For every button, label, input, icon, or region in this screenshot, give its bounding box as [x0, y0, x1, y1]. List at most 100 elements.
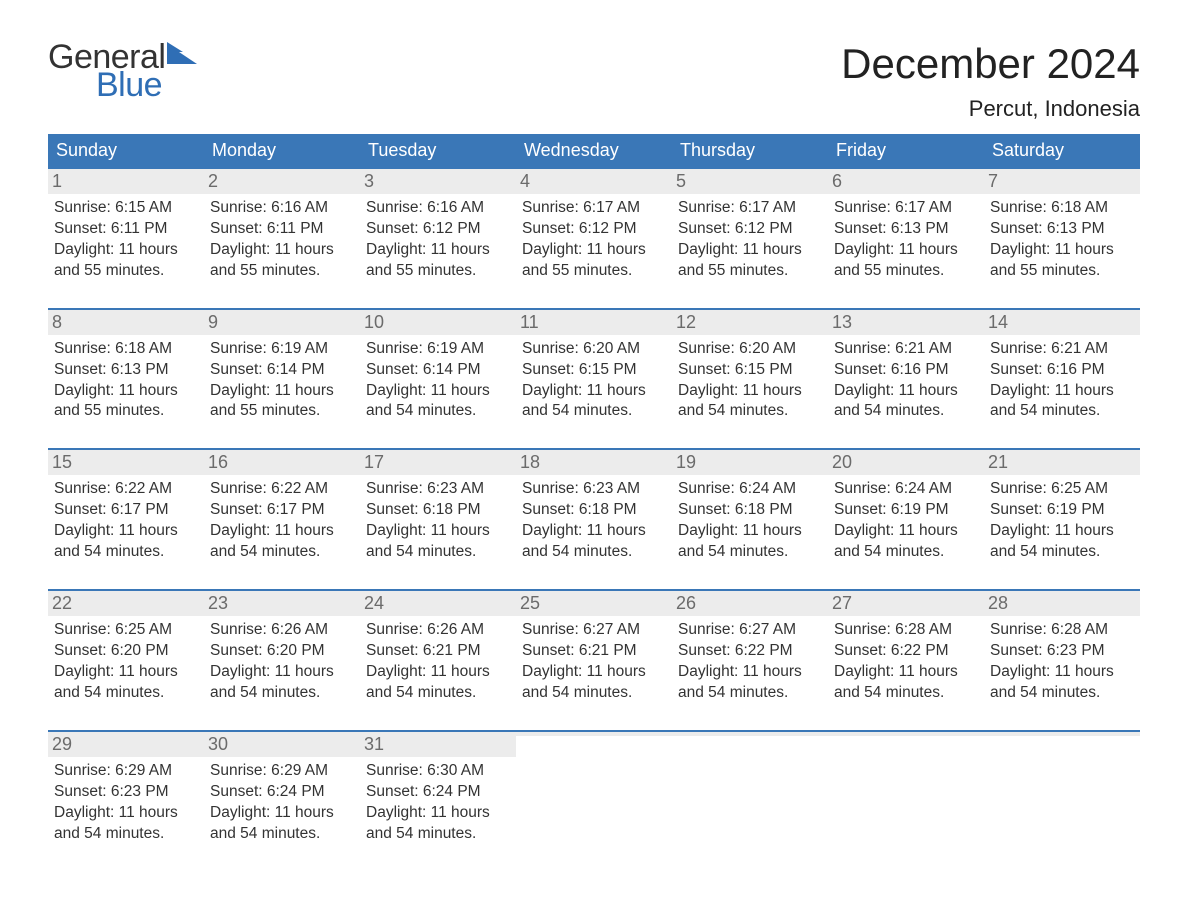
sunrise-text: Sunrise: 6:18 AM — [54, 339, 198, 360]
calendar-day-cell: 4Sunrise: 6:17 AMSunset: 6:12 PMDaylight… — [516, 169, 672, 294]
day-number — [672, 732, 828, 736]
calendar-day-cell: 24Sunrise: 6:26 AMSunset: 6:21 PMDayligh… — [360, 591, 516, 716]
sunset-text: Sunset: 6:18 PM — [678, 500, 822, 521]
day-number: 1 — [48, 169, 204, 194]
daylight-text-line1: Daylight: 11 hours — [210, 662, 354, 683]
calendar-week-row: 29Sunrise: 6:29 AMSunset: 6:23 PMDayligh… — [48, 730, 1140, 857]
day-number: 3 — [360, 169, 516, 194]
calendar-day-cell — [984, 732, 1140, 857]
daylight-text-line1: Daylight: 11 hours — [366, 240, 510, 261]
day-number: 7 — [984, 169, 1140, 194]
daylight-text-line1: Daylight: 11 hours — [210, 240, 354, 261]
daylight-text-line2: and 55 minutes. — [54, 261, 198, 282]
daylight-text-line2: and 54 minutes. — [366, 401, 510, 422]
daylight-text-line2: and 54 minutes. — [678, 683, 822, 704]
sunset-text: Sunset: 6:13 PM — [834, 219, 978, 240]
calendar-week-row: 8Sunrise: 6:18 AMSunset: 6:13 PMDaylight… — [48, 308, 1140, 435]
daylight-text-line2: and 55 minutes. — [990, 261, 1134, 282]
daylight-text-line1: Daylight: 11 hours — [366, 381, 510, 402]
daylight-text-line1: Daylight: 11 hours — [522, 381, 666, 402]
weekday-header: Monday — [204, 134, 360, 167]
daylight-text-line2: and 55 minutes. — [210, 261, 354, 282]
daylight-text-line1: Daylight: 11 hours — [54, 240, 198, 261]
sunrise-text: Sunrise: 6:17 AM — [834, 198, 978, 219]
daylight-text-line2: and 54 minutes. — [678, 542, 822, 563]
daylight-text-line2: and 54 minutes. — [366, 683, 510, 704]
calendar-week-row: 15Sunrise: 6:22 AMSunset: 6:17 PMDayligh… — [48, 448, 1140, 575]
daylight-text-line2: and 54 minutes. — [522, 401, 666, 422]
calendar-day-cell: 23Sunrise: 6:26 AMSunset: 6:20 PMDayligh… — [204, 591, 360, 716]
daylight-text-line1: Daylight: 11 hours — [678, 240, 822, 261]
day-number — [516, 732, 672, 736]
daylight-text-line2: and 54 minutes. — [54, 683, 198, 704]
daylight-text-line1: Daylight: 11 hours — [990, 240, 1134, 261]
sunset-text: Sunset: 6:12 PM — [366, 219, 510, 240]
calendar-day-cell: 11Sunrise: 6:20 AMSunset: 6:15 PMDayligh… — [516, 310, 672, 435]
calendar-day-cell: 2Sunrise: 6:16 AMSunset: 6:11 PMDaylight… — [204, 169, 360, 294]
sunset-text: Sunset: 6:24 PM — [210, 782, 354, 803]
sunrise-text: Sunrise: 6:28 AM — [990, 620, 1134, 641]
sunset-text: Sunset: 6:20 PM — [54, 641, 198, 662]
sunset-text: Sunset: 6:23 PM — [54, 782, 198, 803]
sunset-text: Sunset: 6:14 PM — [366, 360, 510, 381]
day-number: 9 — [204, 310, 360, 335]
daylight-text-line1: Daylight: 11 hours — [210, 381, 354, 402]
calendar-day-cell: 25Sunrise: 6:27 AMSunset: 6:21 PMDayligh… — [516, 591, 672, 716]
sunset-text: Sunset: 6:21 PM — [522, 641, 666, 662]
weekday-header: Friday — [828, 134, 984, 167]
daylight-text-line2: and 55 minutes. — [834, 261, 978, 282]
day-number: 22 — [48, 591, 204, 616]
calendar-day-cell: 19Sunrise: 6:24 AMSunset: 6:18 PMDayligh… — [672, 450, 828, 575]
calendar-day-cell: 31Sunrise: 6:30 AMSunset: 6:24 PMDayligh… — [360, 732, 516, 857]
calendar-day-cell: 18Sunrise: 6:23 AMSunset: 6:18 PMDayligh… — [516, 450, 672, 575]
sunset-text: Sunset: 6:16 PM — [990, 360, 1134, 381]
calendar-week-row: 22Sunrise: 6:25 AMSunset: 6:20 PMDayligh… — [48, 589, 1140, 716]
sunset-text: Sunset: 6:21 PM — [366, 641, 510, 662]
daylight-text-line1: Daylight: 11 hours — [678, 381, 822, 402]
sunrise-text: Sunrise: 6:17 AM — [678, 198, 822, 219]
daylight-text-line2: and 54 minutes. — [54, 542, 198, 563]
header: General Blue December 2024 Percut, Indon… — [48, 40, 1140, 122]
day-number: 27 — [828, 591, 984, 616]
calendar-day-cell — [516, 732, 672, 857]
calendar-day-cell: 9Sunrise: 6:19 AMSunset: 6:14 PMDaylight… — [204, 310, 360, 435]
day-number: 26 — [672, 591, 828, 616]
sunset-text: Sunset: 6:19 PM — [990, 500, 1134, 521]
calendar-day-cell: 16Sunrise: 6:22 AMSunset: 6:17 PMDayligh… — [204, 450, 360, 575]
day-number: 24 — [360, 591, 516, 616]
weekday-header: Tuesday — [360, 134, 516, 167]
daylight-text-line2: and 54 minutes. — [990, 683, 1134, 704]
sunset-text: Sunset: 6:15 PM — [522, 360, 666, 381]
calendar-day-cell — [828, 732, 984, 857]
daylight-text-line2: and 54 minutes. — [366, 824, 510, 845]
daylight-text-line2: and 54 minutes. — [522, 542, 666, 563]
day-number: 19 — [672, 450, 828, 475]
weekday-header: Saturday — [984, 134, 1140, 167]
sunrise-text: Sunrise: 6:22 AM — [54, 479, 198, 500]
day-number — [984, 732, 1140, 736]
sunset-text: Sunset: 6:11 PM — [54, 219, 198, 240]
calendar: Sunday Monday Tuesday Wednesday Thursday… — [48, 134, 1140, 856]
weekday-header: Wednesday — [516, 134, 672, 167]
day-number: 13 — [828, 310, 984, 335]
day-number: 28 — [984, 591, 1140, 616]
daylight-text-line2: and 54 minutes. — [210, 824, 354, 845]
day-number: 14 — [984, 310, 1140, 335]
sunset-text: Sunset: 6:14 PM — [210, 360, 354, 381]
calendar-day-cell: 6Sunrise: 6:17 AMSunset: 6:13 PMDaylight… — [828, 169, 984, 294]
daylight-text-line1: Daylight: 11 hours — [522, 240, 666, 261]
daylight-text-line1: Daylight: 11 hours — [990, 381, 1134, 402]
sunset-text: Sunset: 6:22 PM — [834, 641, 978, 662]
day-number — [828, 732, 984, 736]
sunrise-text: Sunrise: 6:24 AM — [678, 479, 822, 500]
weekday-header: Thursday — [672, 134, 828, 167]
calendar-day-cell: 17Sunrise: 6:23 AMSunset: 6:18 PMDayligh… — [360, 450, 516, 575]
calendar-day-cell: 13Sunrise: 6:21 AMSunset: 6:16 PMDayligh… — [828, 310, 984, 435]
daylight-text-line1: Daylight: 11 hours — [210, 803, 354, 824]
sunrise-text: Sunrise: 6:23 AM — [366, 479, 510, 500]
daylight-text-line2: and 54 minutes. — [834, 683, 978, 704]
sunset-text: Sunset: 6:17 PM — [54, 500, 198, 521]
daylight-text-line1: Daylight: 11 hours — [54, 803, 198, 824]
sunrise-text: Sunrise: 6:18 AM — [990, 198, 1134, 219]
day-number: 31 — [360, 732, 516, 757]
